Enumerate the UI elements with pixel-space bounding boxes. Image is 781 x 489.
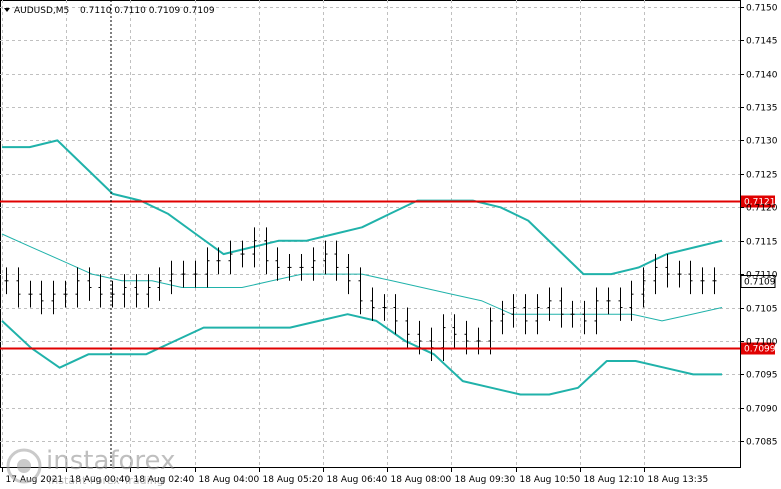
- price-bars: [4, 227, 717, 362]
- level-badge: [741, 195, 775, 208]
- bollinger-lower-line: [1, 313, 722, 396]
- bollinger-upper-line: [2, 139, 723, 276]
- level-badge-label: 0.7099: [744, 345, 776, 355]
- time-tick-label: 18 Aug 08:00: [391, 475, 452, 485]
- time-tick-label: 18 Aug 10:50: [520, 475, 581, 485]
- time-tick-label: 18 Aug 13:35: [648, 475, 709, 485]
- current-price-label: 0.7109: [744, 278, 776, 288]
- brand-tagline: Instant Forex Trading: [48, 474, 164, 487]
- price-tick-label: 0.7120: [746, 204, 778, 214]
- price-tick-label: 0.7085: [746, 438, 778, 448]
- watermark: instaforex Instant Forex Trading: [6, 446, 175, 487]
- price-tick-label: 0.7135: [746, 104, 778, 114]
- brand-logo-icon: [6, 448, 42, 484]
- price-tick-label: 0.7150: [746, 4, 778, 14]
- time-tick-label: 18 Aug 00:40: [70, 475, 131, 485]
- price-tick-label: 0.7100: [746, 338, 778, 348]
- level-badge: [741, 342, 775, 355]
- price-axis: 0.7150 0.7145 0.7140 0.7135 0.7130 0.7125 0.71…: [740, 4, 778, 448]
- time-tick-label: 18 Aug 04:00: [199, 475, 260, 485]
- brand-logo-core: [17, 459, 31, 473]
- symbol-label: AUDUSD,M5: [14, 6, 69, 16]
- price-tick-label: 0.7130: [746, 137, 778, 147]
- bollinger-middle-line: [1, 233, 723, 322]
- time-tick-label: 18 Aug 02:40: [134, 475, 195, 485]
- price-tick-label: 0.7145: [746, 37, 778, 47]
- current-price-badge: [740, 275, 776, 288]
- price-tick-label: 0.7090: [746, 405, 778, 415]
- time-tick-label: 18 Aug 05:20: [263, 475, 324, 485]
- price-tick-label: 0.7110: [746, 271, 778, 281]
- time-tick-label: 18 Aug 06:40: [327, 475, 388, 485]
- price-tick-label: 0.7140: [746, 71, 778, 81]
- ohlc-label: 0.7110 0.7110 0.7109 0.7109: [80, 6, 215, 16]
- grid: [0, 0, 740, 468]
- chart-header: AUDUSD,M5 0.7110 0.7110 0.7109 0.7109: [4, 6, 215, 16]
- brand-name: instaforex: [46, 446, 175, 476]
- support-resistance-levels: 0.7121 0.7099 0.7109: [0, 195, 776, 355]
- price-tick-label: 0.7095: [746, 371, 778, 381]
- price-tick-label: 0.7125: [746, 171, 778, 181]
- price-tick-label: 0.7115: [746, 238, 778, 248]
- price-tick-label: 0.7105: [746, 305, 778, 315]
- collapse-triangle-icon[interactable]: [4, 8, 10, 12]
- plot-frame: [0, 0, 741, 468]
- level-badge-label: 0.7121: [744, 198, 776, 208]
- bollinger-bands: [1, 139, 723, 396]
- time-tick-label: 18 Aug 12:10: [584, 475, 645, 485]
- time-tick-label: 18 Aug 09:30: [455, 475, 516, 485]
